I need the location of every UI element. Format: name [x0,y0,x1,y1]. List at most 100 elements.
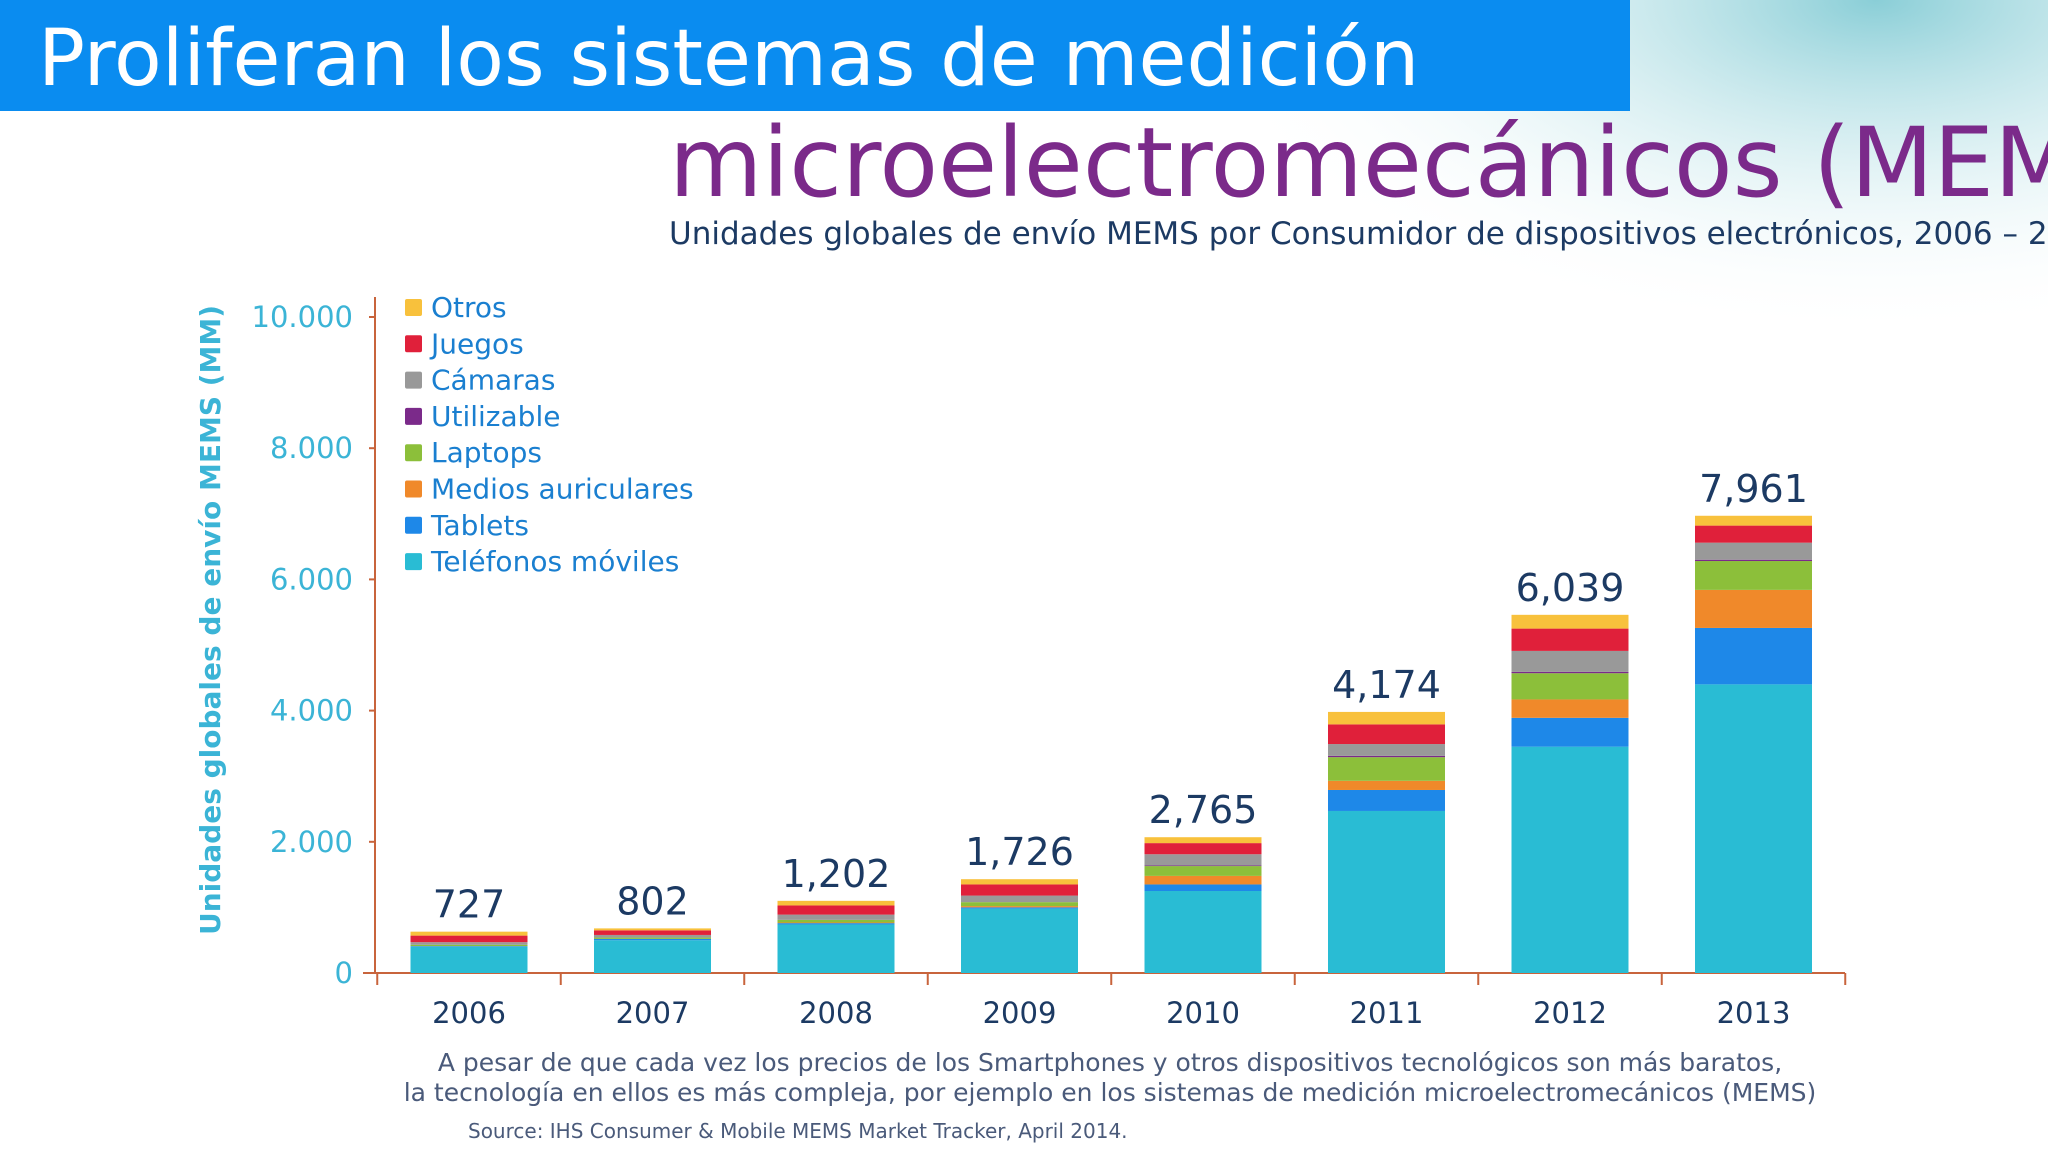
y-tick-label: 6.000 [270,562,353,596]
bar-segment [1511,673,1629,700]
bar-segment [1328,711,1445,725]
bar-segment [1511,650,1629,672]
bar-segment [410,935,528,943]
y-tick-label: 2.000 [270,825,353,859]
total-label: 2,765 [1149,788,1258,832]
bar-segment [961,902,1078,907]
total-label: 4,174 [1332,663,1441,707]
bar-segment [594,940,711,973]
bar-segment [1144,891,1262,973]
legend-label: Juegos [429,327,524,360]
bar-segment [1328,780,1445,790]
legend-swatch [405,299,422,316]
x-tick-label: 2006 [432,996,506,1030]
legend-label: Medios auriculares [431,473,694,506]
bar-segment [961,884,1078,896]
bar-segment [777,924,895,973]
y-tick-label: 4.000 [270,694,353,728]
legend-swatch [405,553,422,571]
caption: la tecnología en ellos es más compleja, … [404,1078,1817,1107]
total-label: 6,039 [1516,566,1625,610]
bar-segment [1144,866,1262,876]
bar-segment [594,930,711,935]
x-tick-label: 2013 [1717,996,1791,1030]
y-tick-label: 8.000 [270,431,353,465]
bar-segment [777,922,895,924]
bar-segment [1695,542,1812,560]
total-label: 727 [433,883,506,927]
bar-segment [777,900,895,906]
bar-segment [410,931,528,936]
bar-segment [1328,789,1445,811]
legend-swatch [405,444,422,462]
x-tick-label: 2012 [1533,996,1607,1030]
bar-segment [777,914,895,920]
caption: A pesar de que cada vez los precios de l… [438,1048,1782,1077]
bar-segment [1511,746,1629,973]
legend-label: Cámaras [431,364,555,397]
bar-segment [777,923,895,925]
bar-segment [1144,865,1262,867]
legend-label: Teléfonos móviles [430,545,679,578]
legend-label: Laptops [431,436,542,469]
title-banner [0,0,1630,111]
bar-segment [1511,614,1629,629]
legend-swatch [405,407,422,425]
x-tick-label: 2011 [1350,996,1424,1030]
bar-segment [410,944,528,947]
bar-segment [1144,884,1262,891]
total-label: 802 [616,879,689,923]
bar-segment [1144,843,1262,855]
legend-label: Otros [431,291,507,324]
bar-segment [1511,671,1629,674]
legend-label: Tablets [430,509,529,542]
bar-segment [1328,744,1445,756]
subtitle: Unidades globales de envío MEMS por Cons… [669,216,2048,252]
bar-segment [1511,699,1629,718]
bar-segment [1511,628,1629,651]
bar-segment [961,895,1078,903]
title: microelectromecánicos (MEMS) [669,107,2048,219]
bar-segment [1328,810,1445,973]
bar-segment [961,907,1078,909]
legend-swatch [405,516,422,534]
bar-segment [1695,515,1812,526]
source: Source: IHS Consumer & Mobile MEMS Marke… [468,1119,1128,1143]
bar-segment [1695,627,1812,685]
total-label: 1,726 [965,830,1074,874]
bar-segment [961,906,1078,908]
bar-segment [1695,525,1812,543]
title: Proliferan los sistemas de medición [38,14,1419,104]
bar-segment [594,938,711,941]
bar-segment [1144,875,1262,885]
bar-segment [1511,717,1629,747]
bar-segment [777,919,895,923]
bar-segment [777,905,895,915]
bar-segment [410,942,528,945]
bar-segment [594,934,711,938]
legend-swatch [405,335,422,353]
y-tick-label: 0 [335,956,353,990]
legend-swatch [405,480,422,498]
bar-segment [1328,755,1445,758]
bar-segment [1144,854,1262,866]
bar-segment [961,908,1078,973]
total-label: 1,202 [782,852,891,896]
bar-segment [1144,837,1262,844]
x-tick-label: 2007 [616,996,690,1030]
bar-segment [1328,757,1445,781]
bar-segment [1695,559,1812,562]
bar-segment [1695,684,1812,973]
bar-segment [594,928,711,931]
legend-label: Utilizable [431,400,560,433]
legend-swatch [405,371,422,389]
bar-segment [961,879,1078,885]
total-label: 7,961 [1699,467,1808,511]
bar-segment [1695,589,1812,628]
y-tick-label: 10.000 [252,300,353,334]
bar-segment [594,937,711,939]
bar-segment [1328,724,1445,745]
x-tick-label: 2009 [983,996,1057,1030]
x-tick-label: 2008 [799,996,873,1030]
